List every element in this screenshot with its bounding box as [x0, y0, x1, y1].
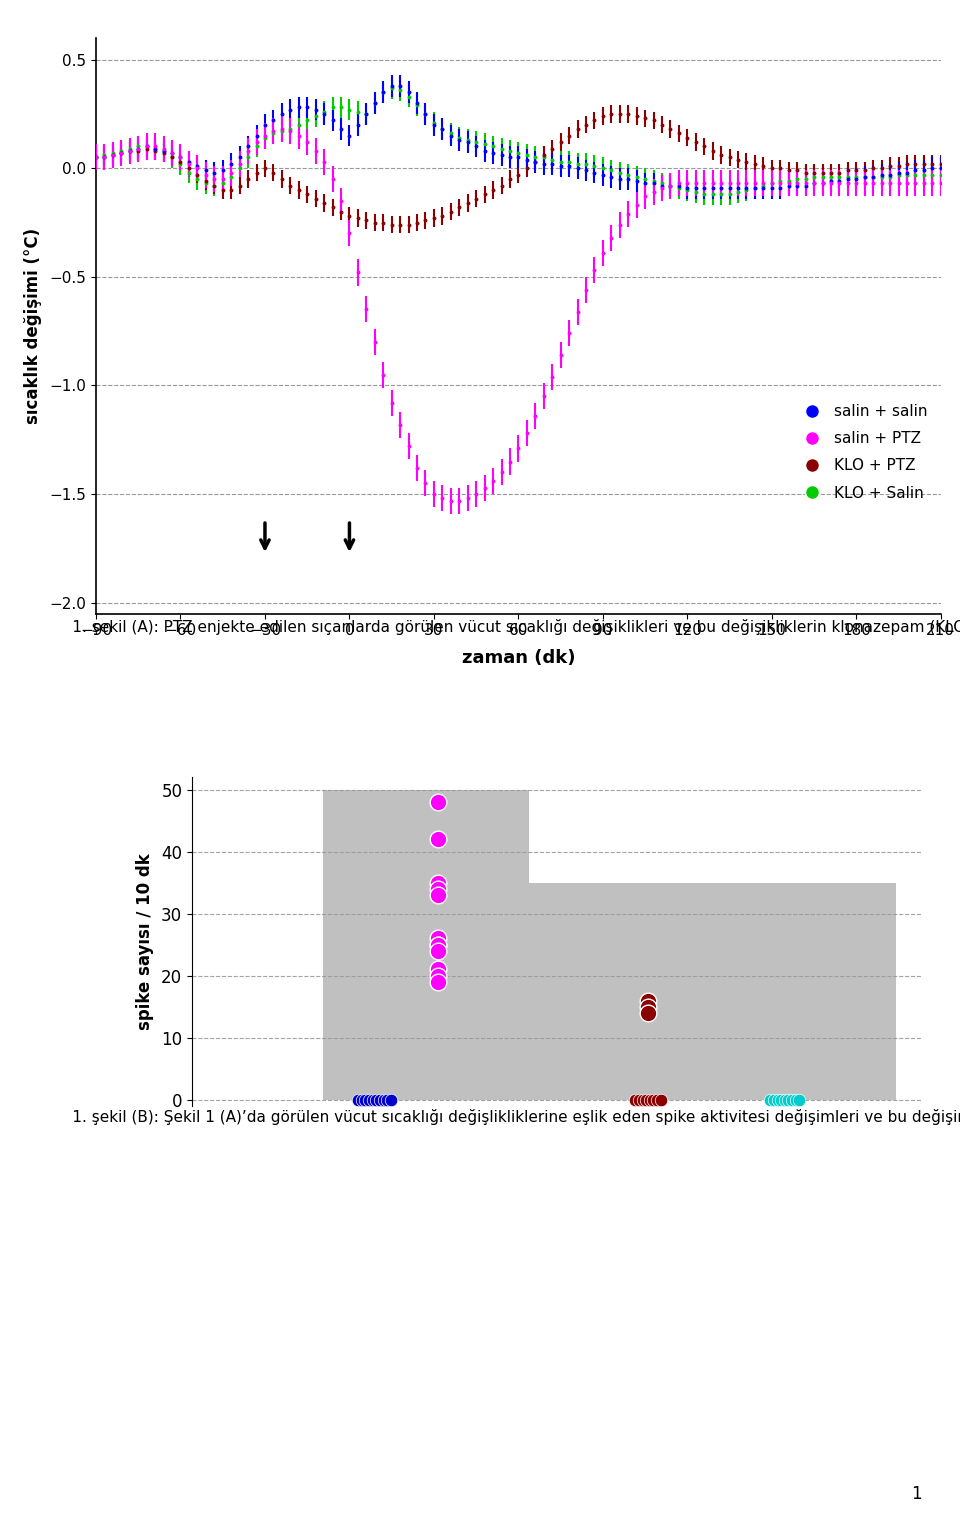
- Text: 1. şekil (B): Şekil 1 (A)’da görülen vücut sıcaklığı değişlikliklerine eşlik ede: 1. şekil (B): Şekil 1 (A)’da görülen vüc…: [48, 1109, 960, 1126]
- Bar: [324, 883, 896, 1100]
- Text: 1. şekil (A): PTZ enjekte edilen sıçanlarda görülen vücut sıcaklığı değişiklikle: 1. şekil (A): PTZ enjekte edilen sıçanla…: [48, 618, 960, 635]
- Bar: [324, 789, 529, 883]
- Y-axis label: sıcaklık değişimi (°C): sıcaklık değişimi (°C): [24, 227, 42, 424]
- Y-axis label: spike sayısı / 10 dk: spike sayısı / 10 dk: [136, 853, 155, 1030]
- X-axis label: zaman (dk): zaman (dk): [462, 650, 575, 668]
- Legend: salin + salin, salin + PTZ, KLO + PTZ, KLO + Salin: salin + salin, salin + PTZ, KLO + PTZ, K…: [791, 398, 933, 508]
- Text: 1: 1: [911, 1485, 922, 1503]
